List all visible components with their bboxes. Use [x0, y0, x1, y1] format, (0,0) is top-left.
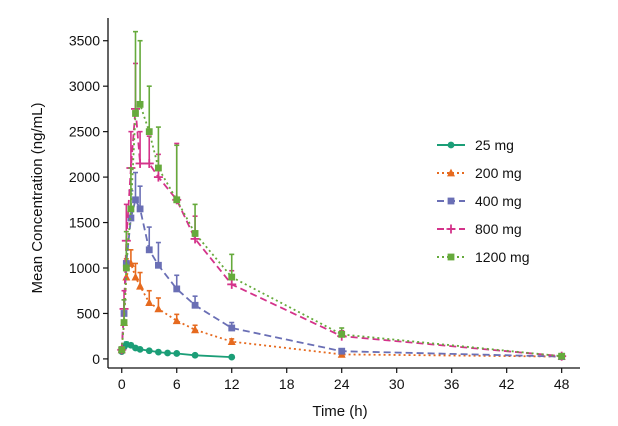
y-tick-label: 2500 [69, 124, 100, 140]
data-point [154, 304, 163, 313]
y-tick-label: 0 [92, 351, 100, 367]
data-point [136, 100, 144, 108]
x-tick-label: 6 [173, 376, 181, 392]
legend-item: 25 mg [437, 137, 514, 153]
data-point [191, 351, 199, 359]
legend-marker [446, 224, 456, 234]
data-point [172, 316, 181, 325]
data-point [227, 279, 237, 289]
y-tick-label: 1500 [69, 215, 100, 231]
y-axis-title: Mean Concentration (ng/mL) [29, 103, 46, 294]
legend-label: 200 mg [475, 165, 522, 181]
data-point [145, 128, 153, 136]
x-tick-label: 42 [499, 376, 515, 392]
data-point [338, 347, 346, 355]
data-point [191, 230, 199, 237]
data-point [228, 273, 236, 281]
data-point [228, 353, 236, 361]
legend-label: 1200 mg [475, 249, 529, 265]
legend-label: 800 mg [475, 221, 522, 237]
legend-marker [447, 197, 455, 205]
data-point [132, 196, 139, 204]
data-point [120, 319, 128, 326]
legend-label: 25 mg [475, 137, 514, 153]
legend-item: 400 mg [437, 193, 522, 209]
legend-marker [447, 168, 455, 177]
x-tick-label: 0 [118, 376, 126, 392]
data-point [145, 298, 154, 306]
data-point [122, 264, 130, 272]
x-tick-label: 24 [334, 376, 350, 392]
data-point [155, 164, 162, 172]
data-point [338, 330, 346, 338]
y-tick-label: 500 [77, 305, 101, 321]
data-point [135, 158, 145, 168]
legend: 25 mg 200 mg 400 mg 800 mg 1200 mg [437, 137, 529, 265]
plot-area [117, 30, 567, 361]
legend-item: 800 mg [437, 221, 522, 237]
data-point [136, 345, 144, 353]
x-tick-label: 12 [224, 376, 240, 392]
axes: 0 500 1000 1500 2000 2500 3000 3500 0 6 12 18 24 30 36… [69, 18, 580, 392]
y-tick-label: 3500 [69, 33, 100, 49]
legend-item: 1200 mg [437, 249, 529, 265]
data-point [127, 214, 135, 222]
y-tick-label: 1000 [69, 260, 100, 276]
data-point [173, 196, 181, 204]
data-point [144, 158, 154, 168]
x-tick-label: 36 [444, 376, 460, 392]
legend-item: 200 mg [437, 165, 522, 181]
legend-marker [447, 253, 455, 261]
data-point [132, 110, 139, 117]
data-point [227, 337, 236, 346]
y-tick-label: 3000 [69, 78, 100, 94]
data-point [191, 301, 199, 309]
data-point [131, 272, 140, 281]
series-1200-mg [118, 30, 566, 360]
legend-label: 400 mg [475, 193, 522, 209]
x-axis-title: Time (h) [312, 403, 367, 420]
data-point [155, 261, 162, 269]
data-point [155, 348, 162, 356]
x-tick-label: 48 [554, 376, 570, 392]
x-tick-label: 18 [279, 376, 295, 392]
data-point [228, 324, 236, 332]
data-point [118, 346, 126, 354]
data-point [173, 285, 181, 293]
data-point [136, 281, 145, 290]
data-point [127, 205, 135, 213]
data-point [191, 325, 200, 334]
data-point [145, 347, 153, 355]
data-point [136, 205, 144, 213]
data-point [153, 172, 163, 182]
data-point [173, 350, 181, 357]
legend-marker [447, 141, 455, 149]
data-point [558, 352, 566, 360]
y-tick-label: 2000 [69, 169, 100, 185]
data-point [145, 246, 153, 254]
x-tick-label: 30 [389, 376, 405, 392]
data-point [164, 349, 171, 357]
